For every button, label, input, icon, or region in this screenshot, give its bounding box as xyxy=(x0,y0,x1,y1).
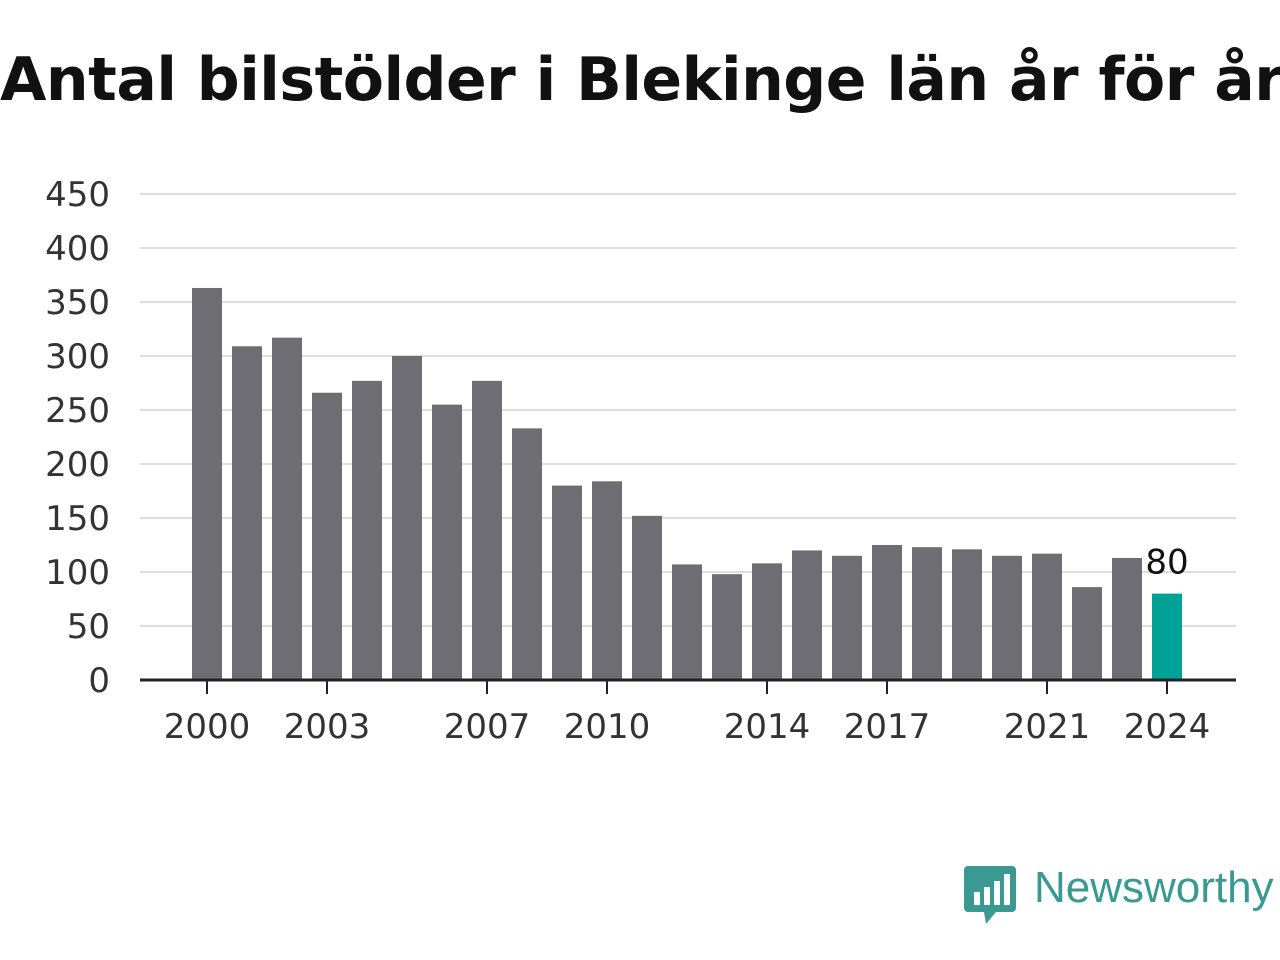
x-tick-label-2024: 2024 xyxy=(1124,707,1211,747)
y-axis-ticks: 0 50 100 150 200 250 300 350 400 450 xyxy=(45,175,110,701)
x-tick-label-2000: 2000 xyxy=(164,707,251,747)
y-tick-label-450: 450 xyxy=(45,175,110,215)
y-tick-label-100: 100 xyxy=(45,553,110,593)
bar-2003 xyxy=(312,392,342,680)
x-tick-label-2007: 2007 xyxy=(444,707,531,747)
x-tick-label-2010: 2010 xyxy=(564,707,651,747)
brand-name: Newsworthy xyxy=(1034,863,1274,912)
grid-lines xyxy=(140,193,1236,627)
bar-2007 xyxy=(472,380,502,680)
y-tick-label-300: 300 xyxy=(45,337,110,377)
y-tick-label-200: 200 xyxy=(45,445,110,485)
bar-2009 xyxy=(552,485,582,680)
bar-2021 xyxy=(1032,553,1062,680)
bar-chart: 0 50 100 150 200 250 300 350 400 450 2000 2003 2007… xyxy=(45,175,1236,747)
bar-2016 xyxy=(832,555,862,680)
y-tick-label-150: 150 xyxy=(45,499,110,539)
bar-2004 xyxy=(352,380,382,680)
bar-2000 xyxy=(192,287,222,680)
bar-2005 xyxy=(392,356,422,680)
bars xyxy=(192,287,1182,680)
bar-2011 xyxy=(632,515,662,680)
data-label-2024: 80 xyxy=(1145,543,1188,583)
bar-2019 xyxy=(952,549,982,680)
x-tick-label-2003: 2003 xyxy=(284,707,371,747)
x-tick-label-2017: 2017 xyxy=(844,707,931,747)
bar-2017 xyxy=(872,545,902,680)
bar-2020 xyxy=(992,555,1022,680)
bar-2008 xyxy=(512,428,542,680)
y-tick-label-400: 400 xyxy=(45,229,110,269)
bar-2023 xyxy=(1112,557,1142,680)
x-tick-label-2014: 2014 xyxy=(724,707,811,747)
data-labels: 80 xyxy=(1145,543,1188,583)
bar-2024 xyxy=(1152,593,1182,680)
bar-2015 xyxy=(792,550,822,680)
x-tick-label-2021: 2021 xyxy=(1004,707,1091,747)
bar-2018 xyxy=(912,547,942,680)
newsworthy-bar-chart-icon xyxy=(964,866,1016,924)
bar-2022 xyxy=(1072,587,1102,680)
y-tick-label-250: 250 xyxy=(45,391,110,431)
bar-2001 xyxy=(232,346,262,680)
bar-2006 xyxy=(432,404,462,680)
bar-2010 xyxy=(592,481,622,680)
newsworthy-logo: Newsworthy xyxy=(964,866,1274,926)
bar-2012 xyxy=(672,564,702,680)
y-tick-label-350: 350 xyxy=(45,283,110,323)
bar-2014 xyxy=(752,563,782,680)
y-tick-label-0: 0 xyxy=(88,661,110,701)
x-axis-ticks: 2000 2003 2007 2010 2014 2017 2021 2024 xyxy=(164,680,1211,747)
bar-2013 xyxy=(712,574,742,680)
y-tick-label-50: 50 xyxy=(67,607,110,647)
bar-2002 xyxy=(272,337,302,680)
chart-title: Antal bilstölder i Blekinge län år för å… xyxy=(0,45,1280,115)
